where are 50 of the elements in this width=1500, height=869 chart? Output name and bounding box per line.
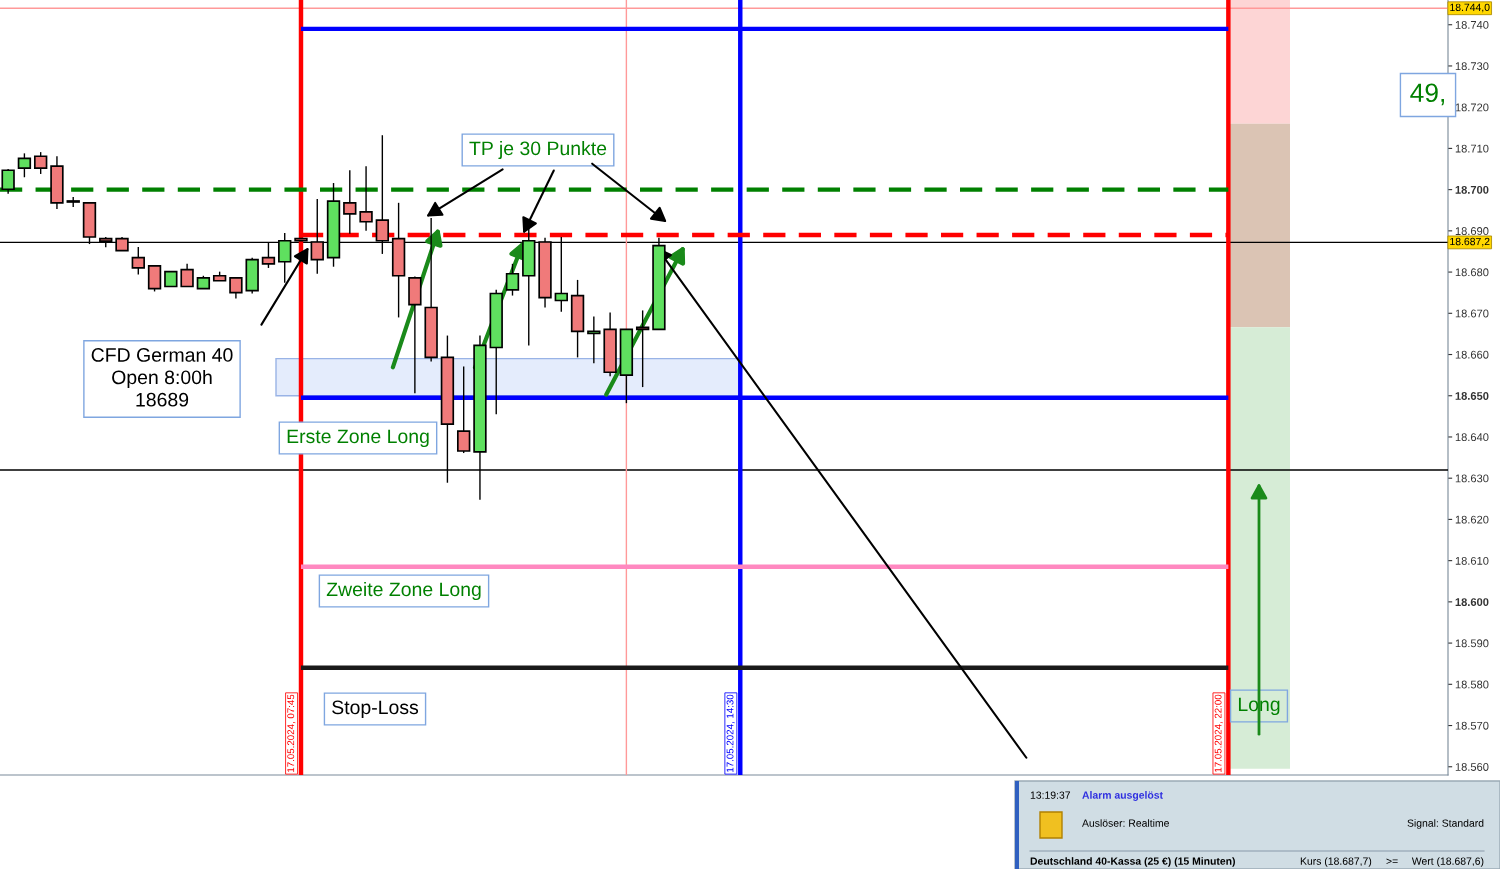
y-tick-label: 18.690 — [1455, 227, 1489, 235]
text: Deutschland 40-Kassa (25 €) (15 Minuten) — [1030, 857, 1235, 867]
text: 13:19:37 — [1030, 791, 1071, 799]
annotation: Stop-Loss — [332, 700, 419, 719]
y-tick-label: 18.730 — [1455, 62, 1489, 71]
annotation: 49, — [1410, 83, 1444, 106]
text: Signal: Standard — [1407, 819, 1484, 829]
candlestick — [147, 265, 162, 293]
y-tick-label: 18.580 — [1455, 680, 1489, 689]
y-tick-label: 18.560 — [1455, 763, 1489, 771]
y-tick-label: 18.610 — [1455, 556, 1489, 565]
candlestick — [635, 309, 650, 388]
annotation: 17.05.2024, 22:00 — [1214, 694, 1223, 772]
annotation: 17.05.2024, 07:45 — [287, 694, 296, 772]
candlestick — [131, 246, 145, 276]
text: Wert (18.687,6) — [1411, 857, 1484, 867]
y-tick-label: 18.710 — [1455, 144, 1489, 153]
annotation: TP je 30 Punkte — [469, 140, 607, 160]
text: Auslöser: Realtime — [1082, 819, 1169, 827]
y-tick-label: 18.630 — [1455, 474, 1489, 483]
candlestick — [456, 365, 471, 454]
y-tick-label: 18.680 — [1455, 268, 1489, 277]
y-tick-label: 18.660 — [1455, 350, 1489, 359]
y-tick-label: 18.620 — [1455, 515, 1489, 524]
text: Alarm ausgelöst — [1082, 791, 1163, 801]
candlestick — [229, 277, 243, 300]
candlestick — [505, 263, 520, 297]
candlestick — [180, 263, 194, 288]
candlestick — [17, 152, 32, 178]
y-tick-label: 18.640 — [1455, 433, 1489, 442]
annotation: 17.05.2024, 14:30 — [726, 694, 735, 772]
y-tick-label: 18.740 — [1455, 21, 1489, 29]
y-tick-label: 18.700 — [1455, 185, 1489, 194]
candlestick — [359, 165, 373, 232]
annotation: Erste Zone Long — [287, 429, 429, 448]
ref-line-label: 18.744,0 — [1450, 3, 1490, 13]
y-tick-label: 18.600 — [1455, 598, 1489, 606]
annotation: CFD German 40 Open 8:00h 18689 — [91, 348, 233, 407]
y-tick-label: 18.590 — [1455, 639, 1489, 648]
ref-line-label: 18.687,2 — [1450, 237, 1490, 247]
candlestick — [1, 168, 15, 195]
candlestick — [343, 169, 357, 235]
y-tick-label: 18.570 — [1455, 721, 1489, 730]
annotation: Zweite Zone Long — [326, 581, 481, 601]
y-tick-label: 18.720 — [1455, 103, 1489, 112]
y-tick-label: 18.650 — [1455, 392, 1489, 400]
text: Kurs (18.687,7) — [1300, 857, 1372, 867]
y-tick-label: 18.670 — [1455, 309, 1489, 318]
candlestick — [33, 151, 48, 175]
text: >= — [1386, 858, 1398, 864]
